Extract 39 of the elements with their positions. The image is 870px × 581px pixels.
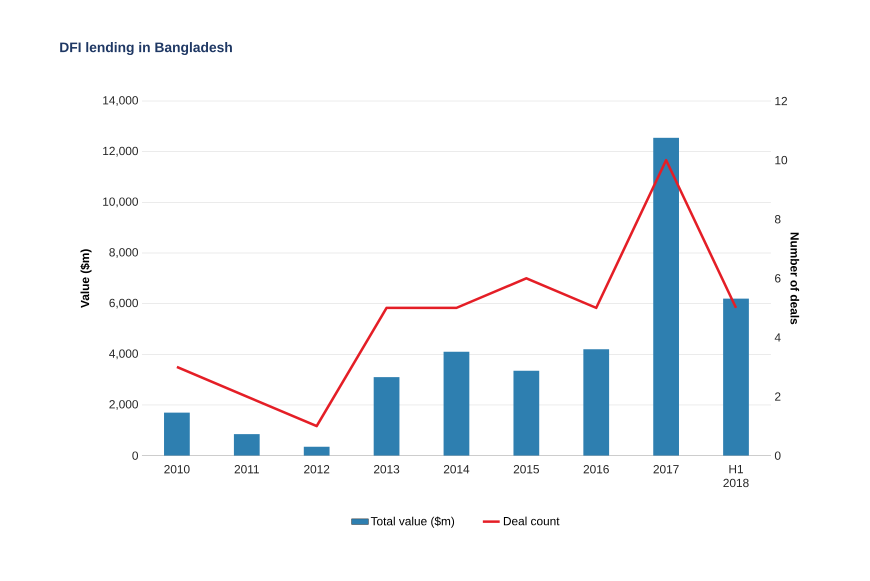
- x-tick-label: H1 2018: [723, 464, 749, 487]
- x-tick-label: 2010: [164, 464, 190, 474]
- y-tick-label: 0: [132, 451, 138, 460]
- bar: [513, 370, 540, 456]
- x-tick-label: 2012: [304, 464, 330, 474]
- bar: [583, 349, 610, 456]
- y2-tick-label: 0: [774, 451, 781, 460]
- y2-axis-title: Number of deals: [790, 232, 800, 324]
- x-tick-label: 2017: [654, 464, 679, 474]
- legend-label: Deal count: [504, 516, 560, 526]
- y2-tick-label: 10: [775, 156, 788, 164]
- x-tick-label: 2013: [374, 464, 400, 474]
- y2-tick-label: 12: [775, 96, 788, 105]
- bar: [653, 138, 679, 456]
- y-tick-label: 14,000: [103, 96, 138, 106]
- bar: [723, 298, 749, 456]
- y-tick-label: 12,000: [103, 146, 138, 156]
- bar: [164, 412, 190, 456]
- bar: [304, 446, 330, 456]
- y2-tick-label: 8: [774, 214, 781, 224]
- y2-tick-label: 4: [774, 333, 781, 342]
- x-tick-label: 2014: [444, 464, 470, 474]
- y-tick-label: 10,000: [103, 197, 138, 208]
- y-axis-title: Value ($m): [80, 249, 92, 308]
- x-tick-label: 2016: [584, 464, 609, 474]
- bar: [444, 352, 470, 456]
- x-tick-label: 2011: [234, 464, 259, 474]
- y-tick-label: 2,000: [109, 400, 138, 410]
- chart-title: DFI lending in Bangladesh: [60, 42, 232, 55]
- x-tick-label: 2015: [514, 464, 540, 474]
- bar: [234, 434, 260, 456]
- bar: [374, 376, 400, 456]
- y-tick-label: 8,000: [109, 248, 138, 258]
- line-series: [176, 158, 738, 428]
- y-tick-label: 4,000: [109, 349, 138, 359]
- y2-tick-label: 6: [775, 274, 781, 282]
- y-tick-label: 6,000: [109, 298, 138, 308]
- y2-tick-label: 2: [775, 392, 780, 400]
- legend-label: Total value ($m): [370, 516, 454, 528]
